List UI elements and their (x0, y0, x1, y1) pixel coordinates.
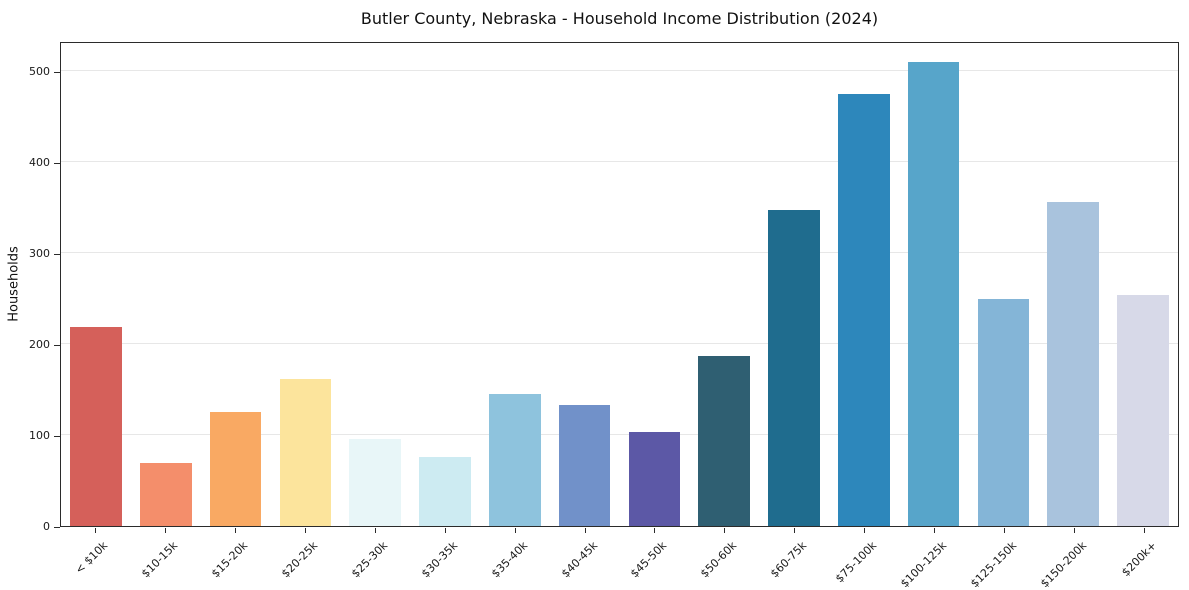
bar (1117, 294, 1169, 526)
y-tick-mark (54, 527, 60, 528)
x-tick-label: $10-15k (138, 539, 181, 581)
x-tick-mark (1074, 528, 1076, 533)
x-tick-label: $20-25k (278, 539, 320, 581)
bar (768, 209, 820, 526)
y-tick-mark (54, 163, 60, 165)
gridline (61, 434, 1178, 436)
bar-slot (759, 43, 829, 526)
x-tick-label: $200k+ (1119, 539, 1160, 580)
x-tick-mark (94, 528, 96, 533)
x-tick-mark (864, 528, 866, 533)
chart-title: Butler County, Nebraska - Household Inco… (360, 9, 879, 28)
x-tick-label: $15-20k (208, 539, 251, 581)
y-tick-label: 300 (29, 247, 50, 261)
x-tick-label: $35-40k (488, 539, 530, 581)
bar (70, 326, 122, 526)
bar-slot (61, 43, 131, 526)
bars-layer (61, 43, 1178, 526)
x-tick-mark (934, 528, 936, 533)
gridline (61, 343, 1178, 345)
y-tick-mark (54, 254, 60, 256)
bar-slot (689, 43, 759, 526)
x-tick-label: $125-150k (968, 539, 1020, 590)
bar (1047, 201, 1100, 526)
y-tick-label: 400 (29, 156, 50, 170)
bar (139, 462, 192, 526)
bar-slot (270, 43, 340, 526)
x-tick-mark (374, 528, 376, 533)
bar-slot (1108, 43, 1178, 526)
bar-slot (201, 43, 271, 526)
x-tick-label: $150-200k (1038, 539, 1090, 590)
gridlines-layer (61, 43, 1178, 526)
x-tick-label: $75-100k (833, 539, 880, 586)
gridline (61, 70, 1178, 72)
y-tick-label: 0 (43, 520, 50, 533)
x-tick-mark (1004, 528, 1006, 533)
bar-slot (1038, 43, 1108, 526)
x-tick-label: $100-125k (898, 539, 950, 590)
gridline (61, 252, 1178, 254)
bar-slot (131, 43, 201, 526)
bar (279, 379, 332, 526)
x-tick-label: $40-45k (558, 539, 600, 581)
x-tick-mark (794, 528, 796, 533)
x-tick-label: $60-75k (768, 539, 810, 581)
y-tick-label: 100 (29, 429, 50, 442)
bar-slot (969, 43, 1039, 526)
bar (907, 62, 960, 526)
x-tick-label: $25-30k (348, 539, 390, 581)
x-tick-label: $30-35k (418, 539, 460, 581)
bar (698, 355, 751, 526)
bar (838, 93, 890, 526)
bar-slot (410, 43, 480, 526)
bar-slot (550, 43, 620, 526)
bar (419, 457, 471, 526)
bar-slot (899, 43, 969, 526)
x-tick-label: < $10k (72, 539, 111, 577)
x-tick-mark (234, 528, 236, 533)
bar (349, 439, 401, 526)
y-tick-mark (54, 345, 60, 346)
x-tick-label: $50-60k (698, 539, 740, 581)
bar-slot (620, 43, 690, 526)
bar (488, 393, 541, 526)
bar-slot (480, 43, 550, 526)
y-tick-mark (54, 72, 60, 74)
plot-area (60, 42, 1179, 527)
gridline (61, 161, 1178, 163)
y-tick-label: 500 (29, 65, 50, 79)
x-tick-mark (1144, 528, 1146, 533)
bar (977, 299, 1030, 526)
bar-slot (829, 43, 899, 526)
bar (558, 404, 611, 526)
x-tick-mark (654, 528, 656, 533)
x-tick-mark (444, 528, 446, 533)
bar (628, 431, 681, 526)
x-tick-label: $45-50k (628, 539, 670, 581)
x-tick-mark (584, 528, 586, 533)
y-tick-mark (54, 436, 60, 437)
x-tick-mark (724, 528, 726, 533)
x-tick-mark (514, 528, 516, 533)
x-tick-mark (304, 528, 306, 533)
x-tick-mark (164, 528, 166, 533)
y-tick-label: 200 (29, 338, 50, 351)
bar (209, 411, 262, 526)
bar-slot (340, 43, 410, 526)
